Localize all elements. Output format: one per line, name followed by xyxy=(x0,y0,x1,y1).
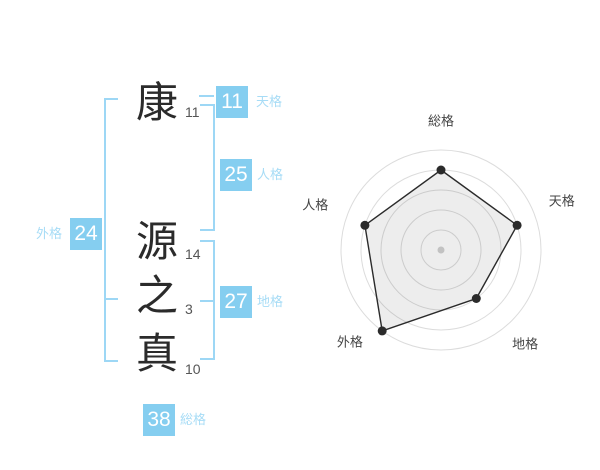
radar-vertex-dot xyxy=(512,220,522,230)
radar-axis-label: 総格 xyxy=(428,114,454,129)
radar-vertex-dot xyxy=(360,220,370,230)
stroke-count-2: 14 xyxy=(185,246,201,262)
radar-vertex-dot xyxy=(436,165,446,175)
radar-axis-label: 人格 xyxy=(302,198,328,213)
radar-axis-label: 地格 xyxy=(512,336,538,351)
name-char-1: 康 xyxy=(135,79,178,126)
radar-vertex-dot xyxy=(377,326,387,336)
stroke-count-3: 3 xyxy=(185,301,193,317)
radar-center-dot xyxy=(437,246,445,254)
radar-grid-ring xyxy=(340,149,542,351)
soukaku-label: 総格 xyxy=(180,412,207,427)
jinkaku-bracket xyxy=(200,104,215,231)
radar-grid-ring xyxy=(420,229,462,271)
stroke-count-1: 11 xyxy=(185,104,200,120)
chikaku-value-badge: 27 xyxy=(220,286,252,318)
radar-axis-label: 天格 xyxy=(549,194,575,209)
name-char-2: 源 xyxy=(135,218,178,265)
tenkaku-value-badge: 11 xyxy=(216,86,248,118)
jinkaku-label: 人格 xyxy=(257,167,284,182)
name-char-3: 之 xyxy=(135,272,178,319)
chikaku-label: 地格 xyxy=(257,294,284,309)
gaikaku-label: 外格 xyxy=(36,226,63,241)
name-char-4: 真 xyxy=(135,330,178,377)
chikaku-bracket xyxy=(200,240,215,360)
stroke-count-4: 10 xyxy=(185,361,201,377)
tenkaku-label: 天格 xyxy=(256,94,283,109)
radar-vertex-dot xyxy=(471,294,481,303)
gaikaku-bracket xyxy=(104,98,118,362)
radar-axis-label: 外格 xyxy=(337,334,363,349)
gaikaku-value-badge: 24 xyxy=(70,218,102,250)
jinkaku-value-badge: 25 xyxy=(220,159,252,191)
radar-grid-ring xyxy=(400,209,482,291)
soukaku-value-badge: 38 xyxy=(143,404,175,436)
